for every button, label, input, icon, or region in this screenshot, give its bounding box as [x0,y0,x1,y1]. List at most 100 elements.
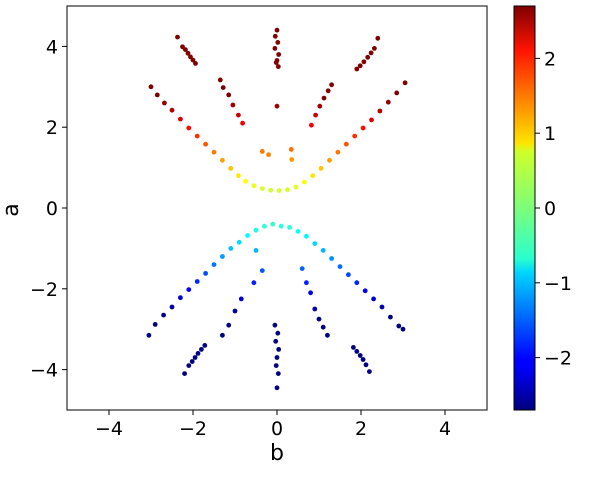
data-point [238,296,244,302]
data-point [194,133,200,139]
data-point [289,157,295,162]
data-point [321,95,327,101]
data-point [276,52,282,57]
data-point [169,304,175,310]
data-point [274,27,280,33]
data-point [310,173,316,179]
data-point [357,353,363,358]
data-point [369,117,374,123]
data-point [236,173,241,179]
colorbar-tick-label: −1 [544,273,572,295]
data-point [365,54,371,60]
data-point [372,46,377,51]
data-point [272,46,278,51]
data-point [304,233,309,239]
data-point [275,371,281,376]
data-point [354,349,360,354]
y-tick-label: 0 [46,198,58,220]
data-point [226,92,232,98]
colorbar-tick-label: 0 [544,198,556,220]
data-point [228,166,234,171]
data-point [275,64,281,69]
data-point [273,60,279,65]
data-point [278,223,284,229]
data-point [362,288,368,294]
data-point [194,279,200,284]
data-point [178,116,183,122]
data-point [228,246,234,251]
data-point [262,223,267,229]
data-point [377,108,383,114]
data-point [337,264,343,269]
data-point [301,179,307,185]
x-tick-label: 2 [355,418,367,440]
data-point [161,312,167,318]
colorbar-tick-label: −2 [544,348,572,370]
data-point [325,88,331,94]
data-point [346,272,351,278]
x-tick-label: 4 [439,418,451,440]
data-point [273,338,279,344]
data-point [274,355,280,360]
x-tick-label: −4 [95,418,123,440]
colorbar: −2 −1 0 1 2 [513,5,572,411]
data-point [375,35,381,41]
data-point [357,63,363,69]
data-point [325,332,330,338]
colorbar-gradient [513,5,536,411]
data-point [367,369,372,374]
data-point [211,149,217,155]
data-point [295,229,301,234]
data-point [276,188,282,194]
data-point [360,125,366,131]
data-point [309,122,314,128]
data-point [343,141,349,147]
data-point [274,103,280,109]
data-point [183,47,188,52]
data-point [220,157,225,163]
data-point [329,256,334,261]
data-point [169,107,175,113]
data-point [304,280,309,286]
data-point [253,248,259,253]
data-point [240,120,246,126]
y-tick-label: 2 [46,117,58,139]
data-point [236,239,242,245]
data-point [253,227,259,233]
data-point [236,112,241,118]
data-point [329,82,334,88]
data-point [276,347,282,352]
data-point [275,330,281,336]
data-point [202,343,208,348]
data-point [354,280,360,286]
colorbar-ticks: −2 −1 0 1 2 [535,48,572,370]
data-point [199,347,204,352]
x-axis-ticks: −4 −2 0 2 4 [95,410,451,440]
data-point [146,332,152,338]
data-point [217,77,223,83]
data-point [327,157,332,163]
data-point [360,357,366,362]
data-point [394,90,400,96]
data-point [287,225,292,230]
data-point [312,241,318,247]
colorbar-tick-label: 1 [544,123,556,145]
data-point [268,187,274,193]
data-point [193,61,198,66]
data-point [259,268,265,273]
data-point [388,314,393,320]
data-point [312,306,318,312]
data-point [195,351,201,356]
data-point [318,166,324,171]
data-point [259,186,265,192]
data-point [351,345,356,350]
data-point [203,141,209,147]
data-point [220,254,225,259]
data-point [152,322,158,327]
data-point [251,183,257,189]
data-point [320,324,326,330]
data-point [148,84,154,90]
data-point [192,355,198,360]
data-point [220,85,226,90]
